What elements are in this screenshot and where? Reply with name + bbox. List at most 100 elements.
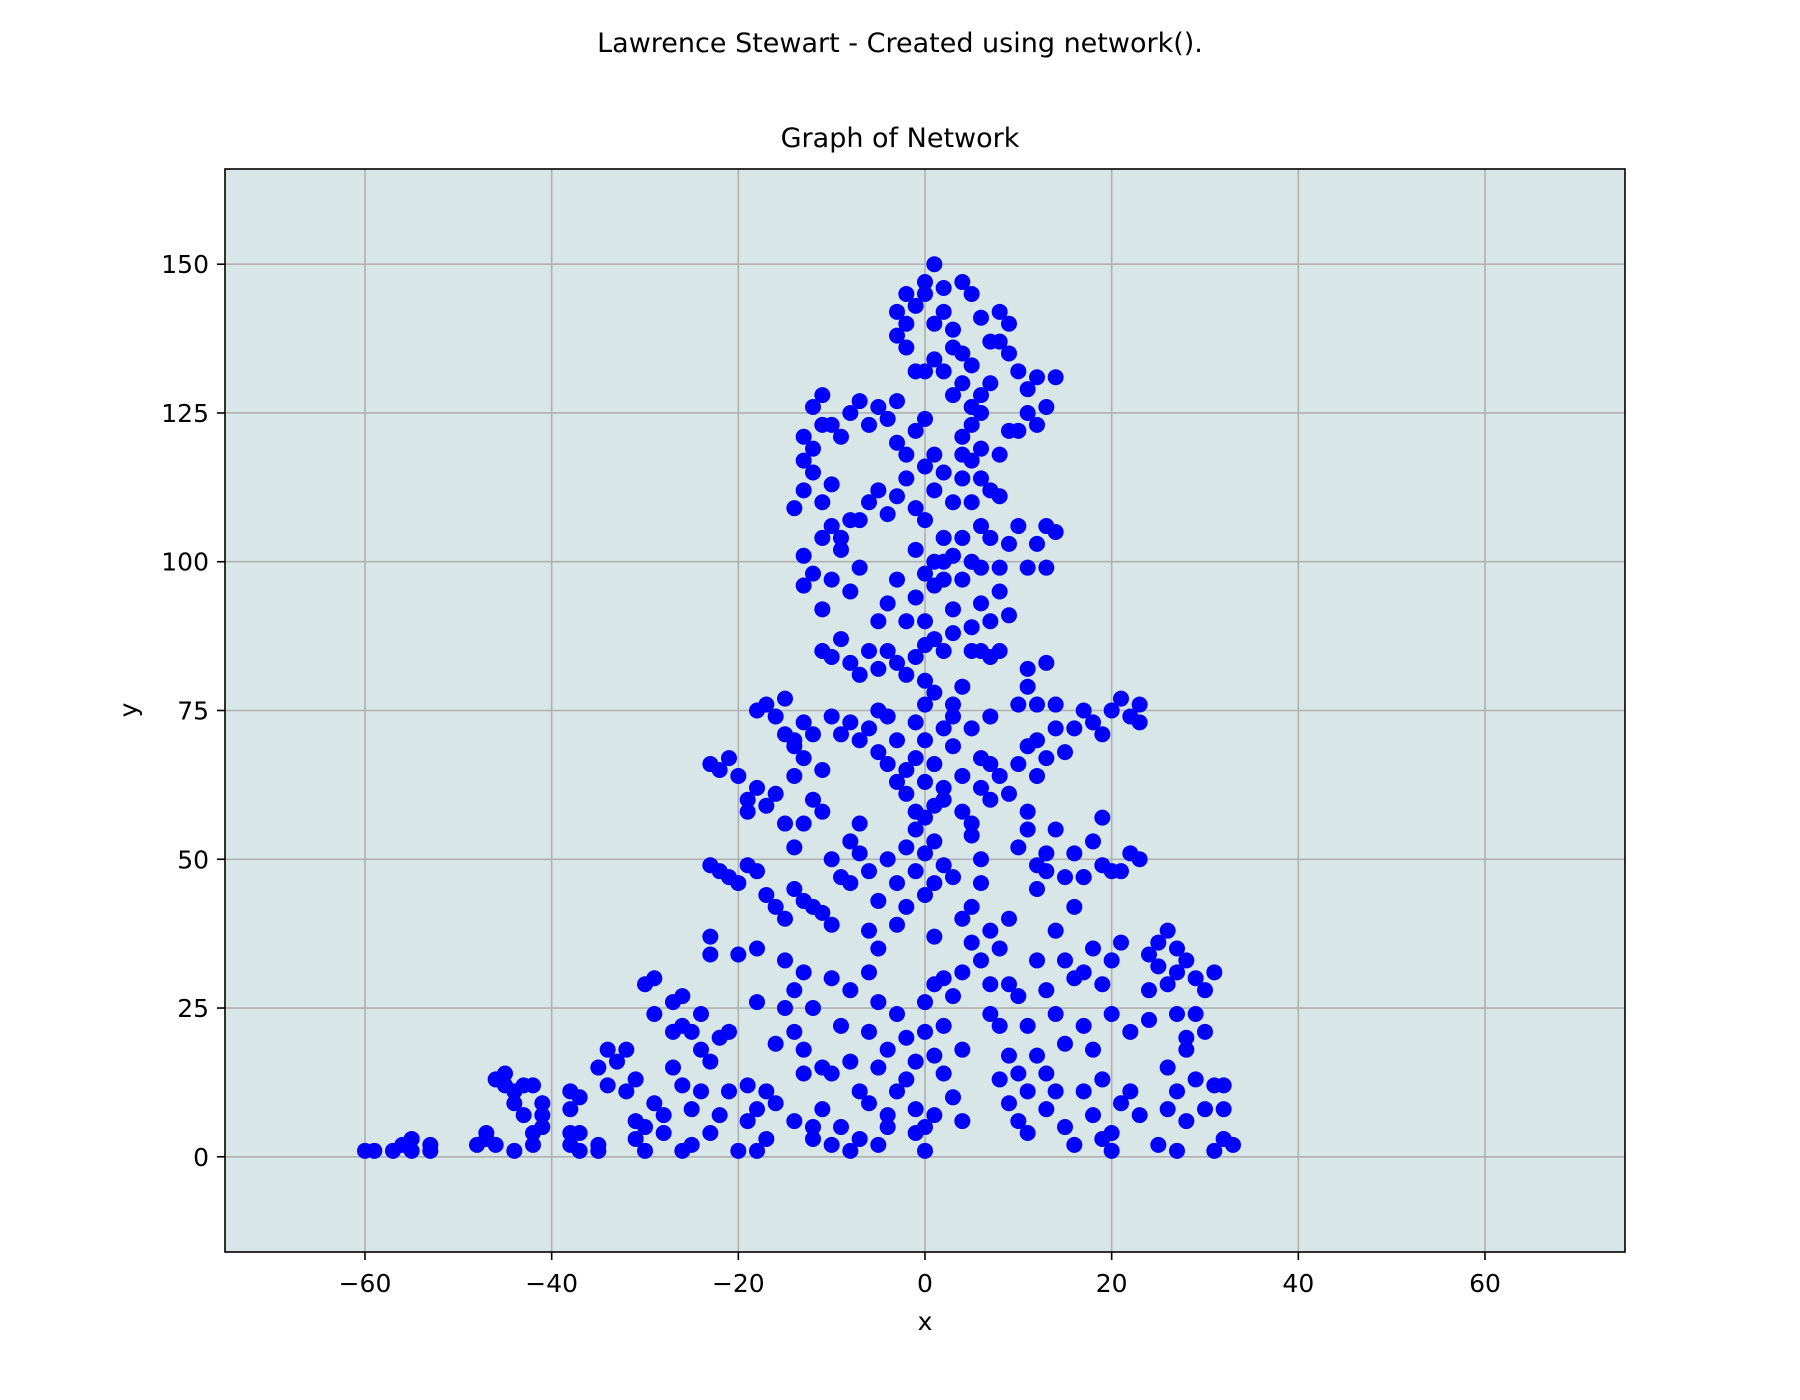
scatter-point bbox=[973, 518, 989, 535]
scatter-point bbox=[907, 648, 924, 665]
scatter-point bbox=[842, 714, 859, 731]
scatter-point bbox=[851, 845, 868, 862]
scatter-point bbox=[917, 696, 933, 713]
scatter-point bbox=[1057, 1119, 1073, 1136]
scatter-point bbox=[833, 1119, 849, 1136]
scatter-point bbox=[1047, 720, 1064, 737]
scatter-point bbox=[693, 1005, 709, 1022]
scatter-point bbox=[898, 1071, 915, 1088]
scatter-point bbox=[795, 815, 812, 832]
scatter-point bbox=[562, 1101, 579, 1118]
scatter-point bbox=[889, 393, 905, 410]
scatter-point bbox=[991, 767, 1008, 784]
scatter-point bbox=[870, 994, 887, 1011]
scatter-point bbox=[478, 1124, 495, 1141]
scatter-point bbox=[1085, 1107, 1101, 1124]
scatter-point bbox=[991, 303, 1008, 320]
scatter-point bbox=[1197, 1023, 1213, 1040]
scatter-point bbox=[823, 708, 840, 725]
scatter-point bbox=[711, 762, 728, 779]
x-tick-label: 60 bbox=[1469, 1269, 1501, 1298]
scatter-point bbox=[1019, 381, 1036, 398]
scatter-point bbox=[1019, 738, 1036, 755]
scatter-point bbox=[767, 708, 784, 725]
scatter-point bbox=[917, 1142, 933, 1159]
scatter-point bbox=[851, 732, 868, 749]
scatter-point bbox=[1141, 1011, 1157, 1028]
scatter-point bbox=[1019, 678, 1036, 695]
scatter-point bbox=[1169, 1083, 1185, 1100]
scatter-point bbox=[898, 339, 915, 356]
scatter-point bbox=[898, 1029, 915, 1046]
scatter-point bbox=[814, 494, 831, 511]
scatter-point bbox=[898, 785, 915, 802]
scatter-point bbox=[907, 1053, 924, 1070]
scatter-point bbox=[926, 684, 943, 701]
scatter-point bbox=[945, 1089, 961, 1106]
scatter-point bbox=[861, 494, 877, 511]
scatter-point bbox=[702, 946, 719, 963]
scatter-point bbox=[907, 589, 924, 606]
y-tick-label: 0 bbox=[193, 1143, 209, 1172]
scatter-point bbox=[795, 452, 812, 469]
scatter-point bbox=[879, 506, 896, 523]
scatter-point bbox=[861, 1023, 877, 1040]
scatter-point bbox=[973, 440, 989, 457]
scatter-point bbox=[935, 779, 952, 796]
plot-area bbox=[224, 168, 1626, 1253]
scatter-point bbox=[1131, 851, 1148, 868]
scatter-point bbox=[926, 928, 943, 945]
scatter-point bbox=[758, 696, 775, 713]
scatter-point bbox=[683, 1101, 700, 1118]
scatter-point bbox=[963, 416, 980, 433]
x-tick-label: −20 bbox=[712, 1269, 765, 1298]
scatter-point bbox=[861, 922, 877, 939]
scatter-point bbox=[1047, 1005, 1064, 1022]
scatter-point bbox=[889, 488, 905, 505]
scatter-point bbox=[1038, 982, 1055, 999]
scatter-point bbox=[945, 625, 961, 642]
scatter-point bbox=[823, 518, 840, 535]
scatter-point bbox=[1038, 1065, 1055, 1082]
scatter-point bbox=[907, 1101, 924, 1118]
scatter-point bbox=[655, 1124, 672, 1141]
scatter-point bbox=[795, 714, 812, 731]
scatter-point bbox=[879, 708, 896, 725]
scatter-point bbox=[842, 654, 859, 671]
scatter-point bbox=[487, 1136, 504, 1153]
scatter-point bbox=[1131, 714, 1148, 731]
scatter-point bbox=[1010, 696, 1027, 713]
scatter-point bbox=[749, 1101, 765, 1118]
scatter-point bbox=[889, 654, 905, 671]
scatter-point bbox=[1215, 1101, 1232, 1118]
scatter-point bbox=[926, 553, 943, 570]
scatter-point bbox=[833, 726, 849, 743]
scatter-point bbox=[767, 898, 784, 915]
scatter-point bbox=[1075, 1017, 1092, 1034]
scatter-point bbox=[954, 571, 971, 588]
scatter-point bbox=[1150, 958, 1167, 975]
scatter-point bbox=[739, 803, 756, 820]
y-tick-label: 125 bbox=[161, 399, 209, 428]
scatter-point bbox=[665, 1059, 681, 1076]
scatter-point bbox=[963, 357, 980, 374]
scatter-point bbox=[1197, 1101, 1213, 1118]
scatter-point bbox=[786, 839, 803, 856]
scatter-point bbox=[935, 642, 952, 659]
scatter-point bbox=[973, 309, 989, 326]
scatter-point bbox=[879, 756, 896, 773]
scatter-point bbox=[1075, 869, 1092, 886]
scatter-point bbox=[879, 1041, 896, 1058]
scatter-point bbox=[646, 1005, 663, 1022]
scatter-point bbox=[917, 1023, 933, 1040]
scatter-point bbox=[1029, 857, 1045, 874]
scatter-point bbox=[1085, 714, 1101, 731]
scatter-point bbox=[926, 446, 943, 463]
scatter-point bbox=[786, 982, 803, 999]
scatter-point bbox=[879, 410, 896, 427]
scatter-point bbox=[926, 482, 943, 499]
scatter-point bbox=[982, 529, 999, 546]
scatter-point bbox=[814, 1101, 831, 1118]
scatter-point bbox=[823, 1065, 840, 1082]
scatter-point bbox=[627, 1130, 644, 1147]
